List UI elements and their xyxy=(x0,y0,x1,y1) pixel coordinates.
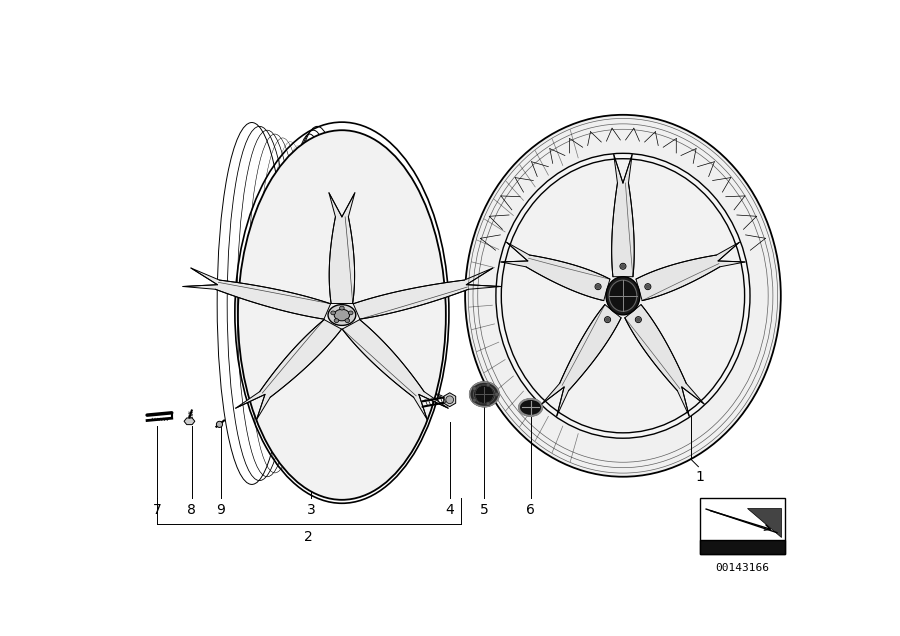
Circle shape xyxy=(486,402,491,406)
Ellipse shape xyxy=(334,319,338,322)
Circle shape xyxy=(486,383,491,387)
Ellipse shape xyxy=(606,277,640,315)
Ellipse shape xyxy=(621,265,625,268)
Polygon shape xyxy=(183,268,330,319)
Ellipse shape xyxy=(496,153,750,438)
Wedge shape xyxy=(484,385,493,394)
Ellipse shape xyxy=(636,318,640,321)
Polygon shape xyxy=(184,418,194,425)
Circle shape xyxy=(472,398,476,402)
Ellipse shape xyxy=(339,306,344,310)
Text: 9: 9 xyxy=(217,503,225,517)
Text: 4: 4 xyxy=(446,503,454,517)
Wedge shape xyxy=(475,394,484,404)
Ellipse shape xyxy=(519,399,542,416)
Text: 2: 2 xyxy=(304,530,313,544)
Text: 6: 6 xyxy=(526,503,535,517)
Circle shape xyxy=(446,396,454,404)
Text: 8: 8 xyxy=(187,503,196,517)
Circle shape xyxy=(472,387,476,391)
Polygon shape xyxy=(746,508,781,537)
Polygon shape xyxy=(236,320,342,420)
Ellipse shape xyxy=(473,385,495,404)
Wedge shape xyxy=(484,394,493,404)
Polygon shape xyxy=(625,305,704,416)
Ellipse shape xyxy=(620,263,626,269)
Ellipse shape xyxy=(331,311,336,315)
Polygon shape xyxy=(542,305,621,416)
Polygon shape xyxy=(612,155,634,277)
Polygon shape xyxy=(444,393,455,406)
Ellipse shape xyxy=(470,382,499,406)
Ellipse shape xyxy=(238,130,446,500)
Wedge shape xyxy=(475,385,484,394)
Polygon shape xyxy=(636,242,745,301)
Circle shape xyxy=(495,392,499,396)
Polygon shape xyxy=(328,193,355,303)
Text: 1: 1 xyxy=(696,470,705,484)
Ellipse shape xyxy=(334,309,349,321)
Text: 5: 5 xyxy=(480,503,489,517)
Text: 00143166: 00143166 xyxy=(716,563,770,573)
Ellipse shape xyxy=(345,319,349,322)
Text: 3: 3 xyxy=(307,503,316,517)
Ellipse shape xyxy=(596,285,600,288)
Text: 7: 7 xyxy=(153,503,161,517)
Polygon shape xyxy=(353,268,501,319)
Ellipse shape xyxy=(348,311,353,315)
Ellipse shape xyxy=(501,159,744,433)
Polygon shape xyxy=(500,242,610,301)
Ellipse shape xyxy=(605,317,610,322)
Ellipse shape xyxy=(609,280,637,312)
Ellipse shape xyxy=(328,305,356,326)
Bar xyxy=(700,540,785,554)
Polygon shape xyxy=(342,320,448,420)
Ellipse shape xyxy=(644,284,651,289)
Ellipse shape xyxy=(595,284,601,289)
Bar xyxy=(700,498,785,554)
Ellipse shape xyxy=(465,115,781,477)
Ellipse shape xyxy=(646,285,650,288)
Ellipse shape xyxy=(635,317,642,322)
Circle shape xyxy=(216,421,222,427)
Ellipse shape xyxy=(606,318,609,321)
